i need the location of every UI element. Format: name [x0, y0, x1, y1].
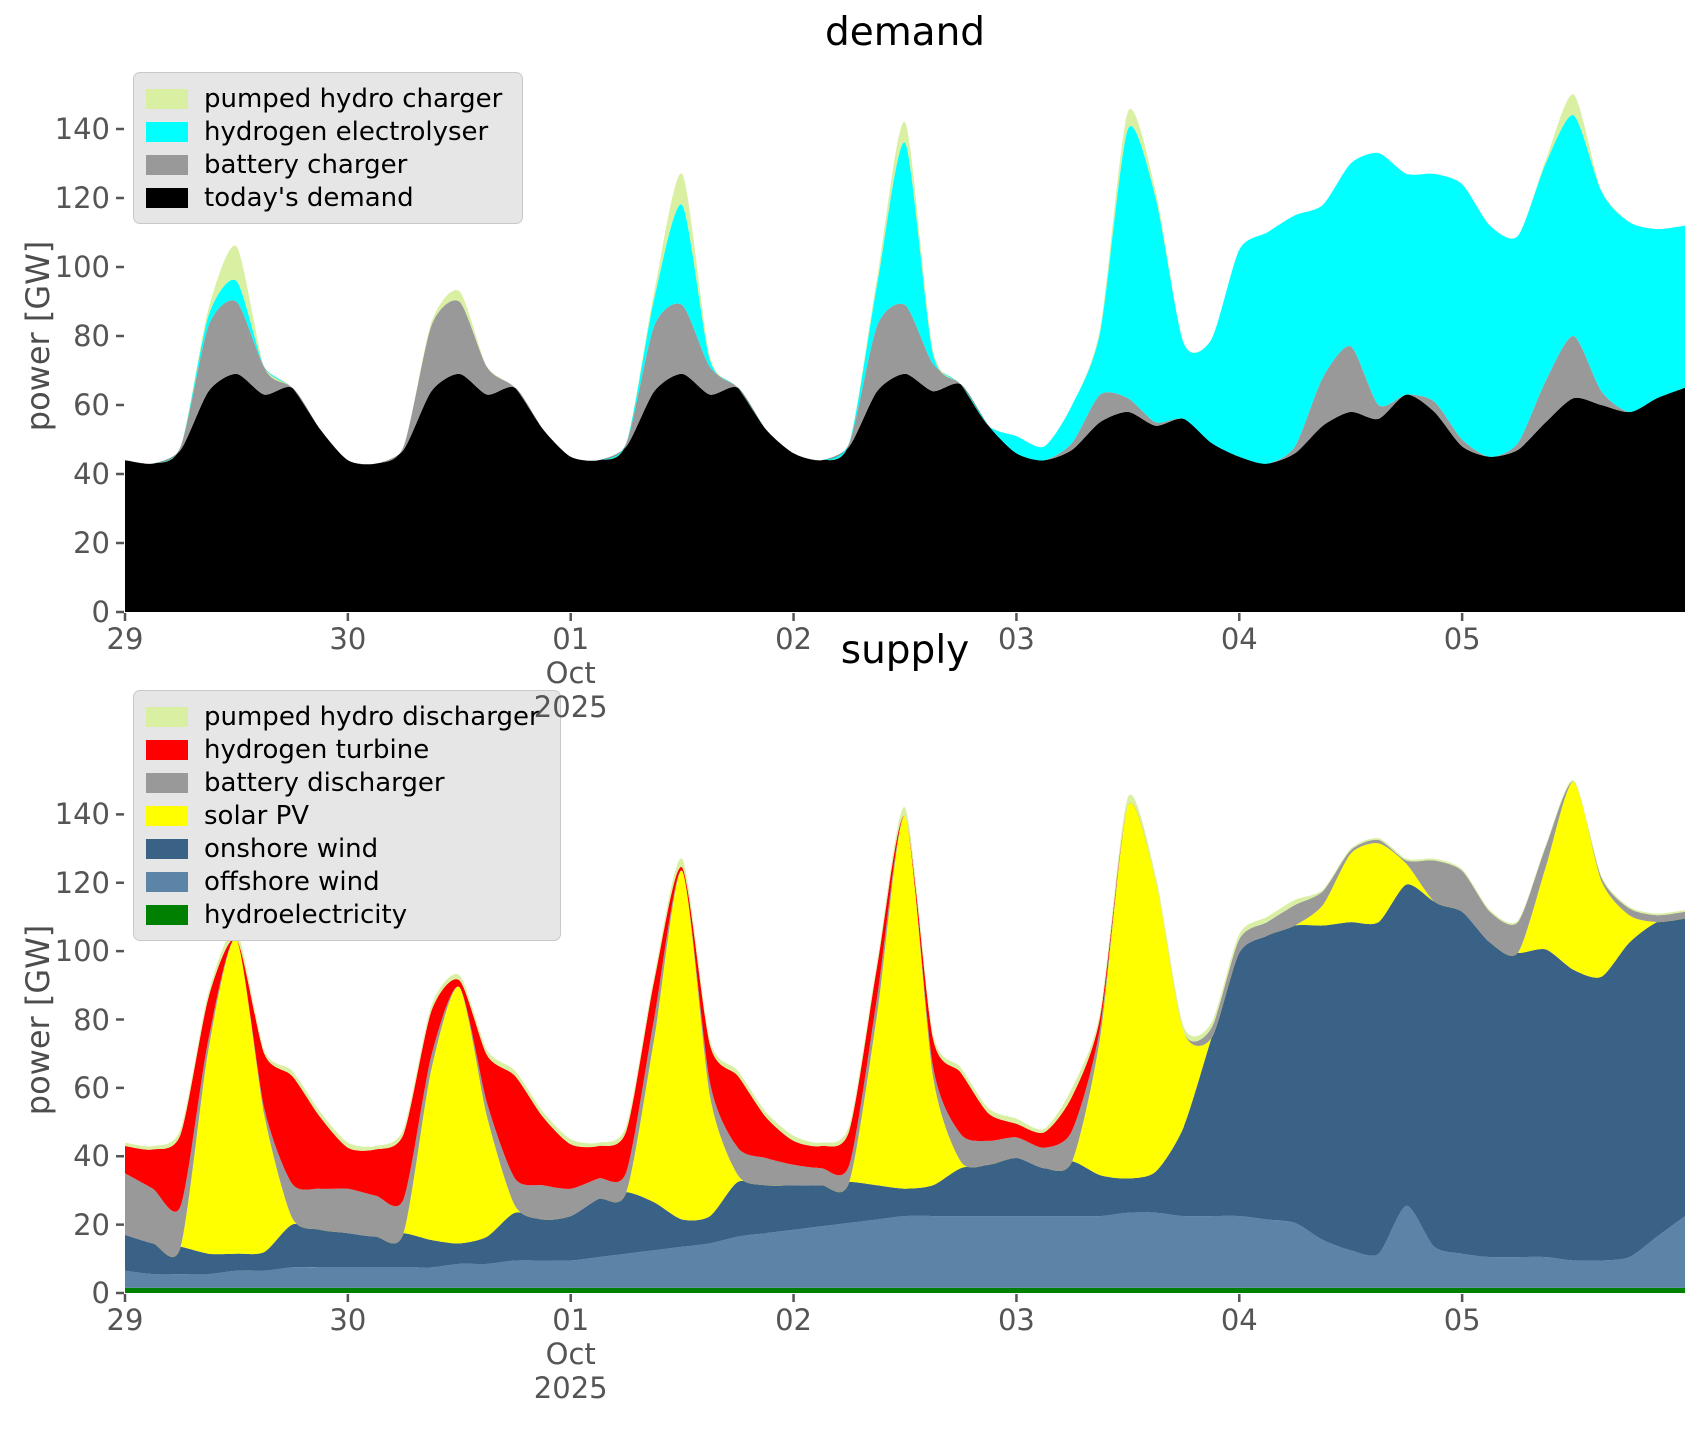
- hydroelectricity-swatch-icon: [146, 904, 188, 925]
- x-axis-month-year-label: Oct: [545, 1337, 596, 1371]
- chart0-x-tick-03: 03: [997, 622, 1035, 656]
- chart1-x-tick-02: 02: [775, 1303, 813, 1337]
- legend-item-label: offshore wind: [204, 866, 380, 897]
- demand-legend: pumped hydro charger hydrogen electrolyse…: [133, 72, 524, 224]
- solar-pv-swatch-icon: [146, 805, 188, 826]
- chart1-y-tick-120: 120: [54, 865, 110, 900]
- hydrogen-turbine-swatch-icon: [146, 739, 188, 760]
- legend-item-label: onshore wind: [204, 833, 379, 864]
- chart0-x-tick-01: 01 Oct 2025: [533, 622, 608, 724]
- legend-item-label: pumped hydro discharger: [204, 701, 540, 732]
- chart1-y-tick-0: 0: [91, 1276, 110, 1310]
- legend-item-label: solar PV: [204, 800, 310, 831]
- supply-legend: pumped hydro discharger hydrogen turbine b…: [133, 690, 561, 941]
- chart0-y-tick-60: 60: [73, 388, 110, 422]
- legend-item-battery-discharger: battery discharger: [146, 766, 540, 799]
- area-battery-charger: [125, 300, 1685, 465]
- chart1-y-tick-20: 20: [73, 1207, 110, 1242]
- chart1-x-tick-05: 05: [1443, 1303, 1481, 1337]
- legend-item-solar-pv: solar PV: [146, 799, 540, 832]
- area-offshore-wind: [125, 1205, 1685, 1288]
- chart1-y-tick-140: 140: [54, 797, 110, 832]
- legend-item-offshore-wind: offshore wind: [146, 865, 540, 898]
- chart1-x-tick-30: 30: [329, 1303, 367, 1337]
- x-axis-month-year-label: 2025: [533, 1371, 608, 1405]
- chart1-y-tick-40: 40: [73, 1139, 110, 1174]
- legend-item-pumped-hydro-discharger: pumped hydro discharger: [146, 700, 540, 733]
- today-s-demand-swatch-icon: [146, 187, 188, 208]
- legend-item-battery-charger: battery charger: [146, 148, 502, 181]
- chart0-x-tick-04: 04: [1220, 622, 1258, 656]
- chart0-y-tick-80: 80: [73, 319, 110, 353]
- legend-item-hydrogen-electrolyser: hydrogen electrolyser: [146, 115, 502, 148]
- chart1-y-tick-80: 80: [73, 1002, 110, 1037]
- chart0-x-tick-29: 29: [106, 622, 144, 656]
- supply-chart-title: supply: [840, 628, 970, 673]
- onshore-wind-swatch-icon: [146, 838, 188, 859]
- chart0-y-tick-20: 20: [73, 526, 110, 560]
- area-hydrogen-turbine: [125, 781, 1685, 1212]
- x-axis-month-year-label: 2025: [533, 690, 608, 724]
- area-solar-pv: [125, 781, 1685, 1258]
- legend-item-today-s-demand: today's demand: [146, 181, 502, 214]
- chart1-y-tick-60: 60: [73, 1070, 110, 1105]
- hydrogen-electrolyser-swatch-icon: [146, 121, 188, 142]
- area-hydroelectricity: [125, 1287, 1685, 1293]
- chart1-x-tick-03: 03: [997, 1303, 1035, 1337]
- chart0-y-tick-100: 100: [54, 250, 110, 284]
- pumped-hydro-charger-swatch-icon: [146, 88, 188, 109]
- legend-item-label: battery charger: [204, 149, 408, 180]
- legend-item-hydrogen-turbine: hydrogen turbine: [146, 733, 540, 766]
- area-hydrogen-electrolyser: [125, 114, 1685, 465]
- area-today-s-demand: [125, 373, 1685, 612]
- chart1-x-tick-04: 04: [1220, 1303, 1258, 1337]
- x-axis-month-year-label: Oct: [545, 656, 596, 690]
- legend-item-hydroelectricity: hydroelectricity: [146, 898, 540, 931]
- chart1-y-tick-100: 100: [54, 934, 110, 969]
- legend-item-onshore-wind: onshore wind: [146, 832, 540, 865]
- legend-item-label: hydroelectricity: [204, 899, 408, 930]
- demand-chart-title: demand: [824, 10, 986, 55]
- legend-item-pumped-hydro-charger: pumped hydro charger: [146, 82, 502, 115]
- chart0-x-tick-02: 02: [775, 622, 813, 656]
- chart1-x-tick-29: 29: [106, 1303, 144, 1337]
- legend-item-label: hydrogen turbine: [204, 734, 430, 765]
- chart0-x-tick-30: 30: [329, 622, 367, 656]
- battery-discharger-swatch-icon: [146, 772, 188, 793]
- legend-item-label: hydrogen electrolyser: [204, 116, 489, 147]
- area-onshore-wind: [125, 884, 1685, 1275]
- legend-item-label: today's demand: [204, 182, 414, 213]
- chart0-y-tick-120: 120: [54, 181, 110, 215]
- legend-item-label: battery discharger: [204, 767, 445, 798]
- legend-item-label: pumped hydro charger: [204, 83, 503, 114]
- pumped-hydro-discharger-swatch-icon: [146, 706, 188, 727]
- offshore-wind-swatch-icon: [146, 871, 188, 892]
- battery-charger-swatch-icon: [146, 154, 188, 175]
- chart0-x-tick-05: 05: [1443, 622, 1481, 656]
- chart0-y-tick-140: 140: [54, 112, 110, 146]
- chart0-y-tick-0: 0: [91, 595, 110, 629]
- chart1-x-tick-01: 01 Oct 2025: [533, 1303, 608, 1405]
- chart0-y-tick-40: 40: [73, 457, 110, 491]
